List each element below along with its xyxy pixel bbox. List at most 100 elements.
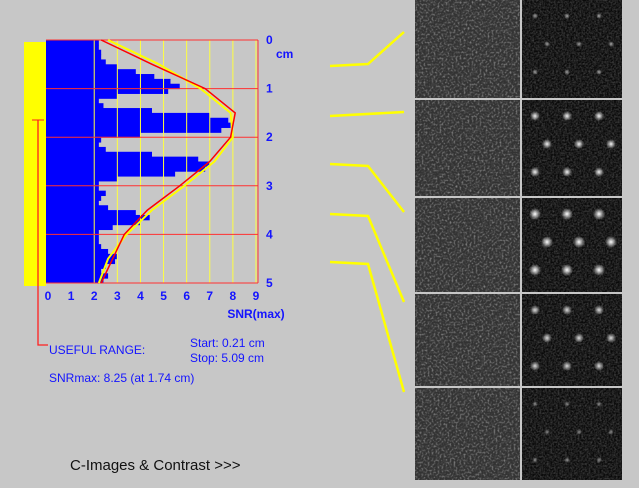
target: [541, 236, 553, 248]
y-tick-label: 0: [266, 33, 273, 47]
profile-bar: [46, 254, 117, 259]
target: [573, 236, 585, 248]
target: [594, 111, 604, 121]
screen: 0123456789012345cmSNR(max) USEFUL RANGE:…: [0, 0, 639, 488]
x-tick-label: 8: [230, 289, 237, 303]
target: [529, 208, 541, 220]
annotation: Start: 0.21 cm: [190, 336, 265, 350]
image-grid: [415, 0, 622, 480]
profile-bar: [46, 137, 101, 142]
target: [574, 139, 584, 149]
target: [596, 401, 602, 407]
x-axis-title: SNR(max): [227, 307, 284, 321]
target: [562, 361, 572, 371]
profile-bar: [46, 74, 154, 79]
profile-bar: [46, 200, 99, 205]
y-tick-label: 3: [266, 179, 273, 193]
target: [529, 264, 541, 276]
target: [576, 429, 582, 435]
target: [564, 457, 570, 463]
target: [530, 361, 540, 371]
profile-bar: [46, 142, 99, 147]
profile-bar: [46, 118, 228, 123]
target: [562, 167, 572, 177]
target: [596, 69, 602, 75]
target: [594, 167, 604, 177]
target: [562, 111, 572, 121]
profile-bar: [46, 239, 99, 244]
profile-bar: [46, 64, 117, 69]
profile-bar: [46, 166, 205, 171]
target: [561, 208, 573, 220]
target: [564, 69, 570, 75]
profile-bar: [46, 55, 101, 60]
annotation: SNRmax: 8.25 (at 1.74 cm): [49, 371, 194, 385]
profile-bar: [46, 157, 198, 162]
profile-bar: [46, 191, 106, 196]
profile-bar: [46, 196, 101, 201]
profile-bar: [46, 98, 99, 103]
target: [530, 111, 540, 121]
x-tick-label: 0: [45, 289, 52, 303]
y-unit: cm: [276, 47, 293, 61]
y-tick-label: 4: [266, 227, 273, 241]
profile-bar: [46, 268, 101, 273]
profile-bar: [46, 171, 175, 176]
target: [576, 41, 582, 47]
target: [574, 333, 584, 343]
target: [564, 13, 570, 19]
target: [532, 13, 538, 19]
y-tick-label: 2: [266, 130, 273, 144]
target: [608, 41, 614, 47]
profile-bar: [46, 89, 168, 94]
range-bar: [24, 42, 46, 286]
profile-bar: [46, 215, 150, 220]
y-tick-label: 1: [266, 82, 273, 96]
profile-bar: [46, 45, 99, 50]
target: [594, 361, 604, 371]
profile-bar: [46, 59, 106, 64]
profile-bar: [46, 225, 113, 230]
target: [542, 333, 552, 343]
profile-bar: [46, 244, 101, 249]
page: {"chart_data": { "type": "depth-profile"…: [0, 0, 639, 493]
target: [605, 236, 617, 248]
target: [608, 429, 614, 435]
profile-bar: [46, 50, 101, 55]
x-tick-label: 2: [91, 289, 98, 303]
target: [606, 139, 616, 149]
profile-bar: [46, 123, 231, 128]
target: [561, 264, 573, 276]
profile-bar: [46, 127, 221, 132]
target: [544, 429, 550, 435]
profile-bar: [46, 40, 99, 45]
y-tick-label: 5: [266, 276, 273, 290]
profile-bar: [46, 205, 108, 210]
x-tick-label: 3: [114, 289, 121, 303]
speckle-image: [415, 294, 520, 386]
profile-bar: [46, 69, 136, 74]
nav-link[interactable]: C-Images & Contrast >>>: [70, 457, 241, 474]
profile-bar: [46, 176, 117, 181]
x-tick-label: 9: [253, 289, 260, 303]
profile-bar: [46, 259, 115, 264]
speckle-image: [415, 0, 520, 98]
profile-bar: [46, 152, 152, 157]
target: [530, 167, 540, 177]
annotation: Stop: 5.09 cm: [190, 351, 264, 365]
profile-bar: [46, 147, 106, 152]
profile-bar: [46, 273, 108, 278]
profile-bar: [46, 220, 140, 225]
target: [530, 305, 540, 315]
profile-bar: [46, 234, 99, 239]
target: [593, 264, 605, 276]
profile-bar: [46, 113, 210, 118]
target: [606, 333, 616, 343]
profile-bar: [46, 79, 170, 84]
profile-bar: [46, 210, 136, 215]
target: [532, 69, 538, 75]
target: [542, 139, 552, 149]
speckle-image: [415, 388, 520, 480]
x-tick-label: 4: [137, 289, 144, 303]
annotation: USEFUL RANGE:: [49, 343, 145, 357]
